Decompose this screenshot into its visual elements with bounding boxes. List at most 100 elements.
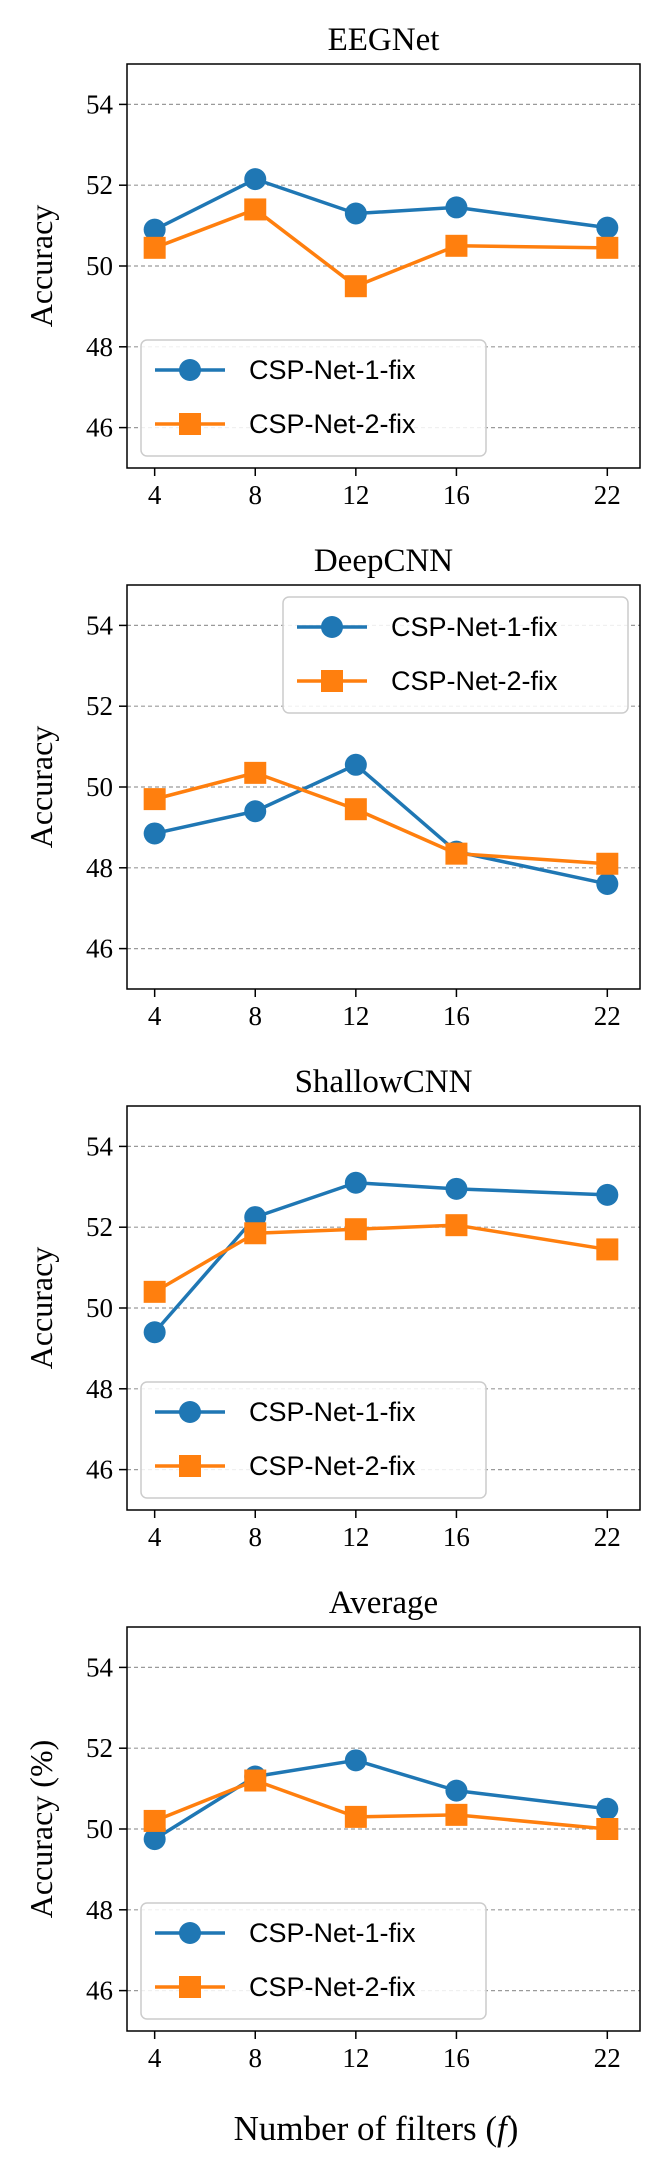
legend-label: CSP-Net-1-fix <box>391 612 558 642</box>
y-tick-label: 54 <box>86 1131 114 1161</box>
y-axis-label: Accuracy <box>23 726 59 849</box>
y-tick-label: 48 <box>86 1895 113 1925</box>
y-tick-label: 50 <box>86 1293 113 1323</box>
data-point-s1 <box>143 1321 166 1344</box>
legend: CSP-Net-1-fix CSP-Net-2-fix <box>140 1902 487 2020</box>
data-point-s2 <box>445 842 468 865</box>
data-point-s2 <box>596 236 619 259</box>
legend-label: CSP-Net-2-fix <box>391 666 558 696</box>
data-point-s1 <box>445 1177 468 1200</box>
x-tick-label: 4 <box>148 480 162 510</box>
data-point-s1 <box>344 1749 367 1772</box>
x-tick-label: 8 <box>249 1001 263 1031</box>
data-point-s1 <box>596 1797 619 1820</box>
data-point-s2 <box>344 798 367 821</box>
y-tick-label: 46 <box>86 413 113 443</box>
data-point-s2 <box>344 275 367 298</box>
legend: CSP-Net-1-fix CSP-Net-2-fix <box>140 339 487 457</box>
y-tick-label: 54 <box>86 610 114 640</box>
legend-label: CSP-Net-1-fix <box>249 355 416 385</box>
y-tick-label: 50 <box>86 772 113 802</box>
plot-frame <box>126 1105 641 1511</box>
y-axis-label: Accuracy (%) <box>23 1740 59 1919</box>
data-point-s2 <box>596 1238 619 1261</box>
y-tick-label: 54 <box>86 1652 114 1682</box>
series-line-1 <box>153 1181 608 1334</box>
x-tick-label: 16 <box>443 1001 470 1031</box>
x-tick-label: 4 <box>148 1001 162 1031</box>
data-point-s2 <box>344 1805 367 1828</box>
legend-label: CSP-Net-2-fix <box>249 1972 416 2002</box>
data-point-s2 <box>445 1214 468 1237</box>
y-tick-label: 46 <box>86 1976 113 2006</box>
y-axis-label: Accuracy <box>23 1247 59 1370</box>
legend-marker <box>179 413 201 435</box>
data-point-s2 <box>445 234 468 257</box>
chart-title: Average <box>329 1585 438 1621</box>
legend-box <box>140 1381 487 1499</box>
x-tick-label: 22 <box>594 1001 621 1031</box>
data-point-s1 <box>445 196 468 219</box>
legend-label: CSP-Net-1-fix <box>249 1918 416 1948</box>
chart-title: ShallowCNN <box>295 1064 473 1100</box>
y-tick-label: 52 <box>86 1733 113 1763</box>
data-point-s1 <box>244 800 267 823</box>
legend-marker <box>179 1976 201 1998</box>
y-tick-label: 52 <box>86 1212 113 1242</box>
data-point-s1 <box>143 1828 166 1851</box>
data-point-s2 <box>445 1803 468 1826</box>
y-tick-label: 48 <box>86 1374 113 1404</box>
legend: CSP-Net-1-fix CSP-Net-2-fix <box>140 1381 487 1499</box>
data-point-s2 <box>143 1280 166 1303</box>
x-tick-label: 12 <box>342 1522 369 1552</box>
legend-box <box>140 339 487 457</box>
x-tick-label: 22 <box>594 480 621 510</box>
legend-marker <box>321 616 343 638</box>
x-tick-label: 4 <box>148 1522 162 1552</box>
legend-label: CSP-Net-2-fix <box>249 409 416 439</box>
y-tick-label: 50 <box>86 1814 113 1844</box>
data-point-s1 <box>596 872 619 895</box>
data-point-s2 <box>596 852 619 875</box>
legend-marker <box>179 1401 201 1423</box>
legend-marker <box>179 1455 201 1477</box>
y-tick-label: 54 <box>86 89 114 119</box>
data-point-s2 <box>143 1809 166 1832</box>
data-point-s1 <box>344 1171 367 1194</box>
x-tick-label: 22 <box>594 1522 621 1552</box>
data-point-s1 <box>143 822 166 845</box>
x-tick-label: 12 <box>342 2043 369 2073</box>
data-point-s1 <box>445 1779 468 1802</box>
plot-frame <box>126 63 641 469</box>
data-point-s2 <box>244 1222 267 1245</box>
data-point-s2 <box>143 236 166 259</box>
data-point-s2 <box>244 198 267 221</box>
legend-marker <box>321 670 343 692</box>
y-tick-label: 46 <box>86 934 113 964</box>
x-tick-label: 22 <box>594 2043 621 2073</box>
series-line-2 <box>154 1778 608 1831</box>
legend-marker <box>179 1922 201 1944</box>
x-tick-label: 8 <box>249 2043 263 2073</box>
data-point-s1 <box>596 216 619 239</box>
data-point-s1 <box>344 202 367 225</box>
data-point-s1 <box>244 168 267 191</box>
y-tick-label: 52 <box>86 691 113 721</box>
data-point-s2 <box>596 1818 619 1840</box>
series-line-1 <box>153 1758 608 1841</box>
x-axis-label: Number of filters (f) <box>234 2109 519 2148</box>
y-tick-label: 46 <box>86 1455 113 1485</box>
legend: CSP-Net-1-fix CSP-Net-2-fix <box>282 596 629 714</box>
y-tick-label: 48 <box>86 332 113 362</box>
series-line-2 <box>154 207 608 288</box>
series-line-2 <box>153 1223 608 1294</box>
data-point-s1 <box>344 753 367 776</box>
x-tick-label: 8 <box>249 1522 263 1552</box>
x-tick-label: 12 <box>342 480 369 510</box>
legend-box <box>140 1902 487 2020</box>
chart-title: DeepCNN <box>314 543 453 579</box>
